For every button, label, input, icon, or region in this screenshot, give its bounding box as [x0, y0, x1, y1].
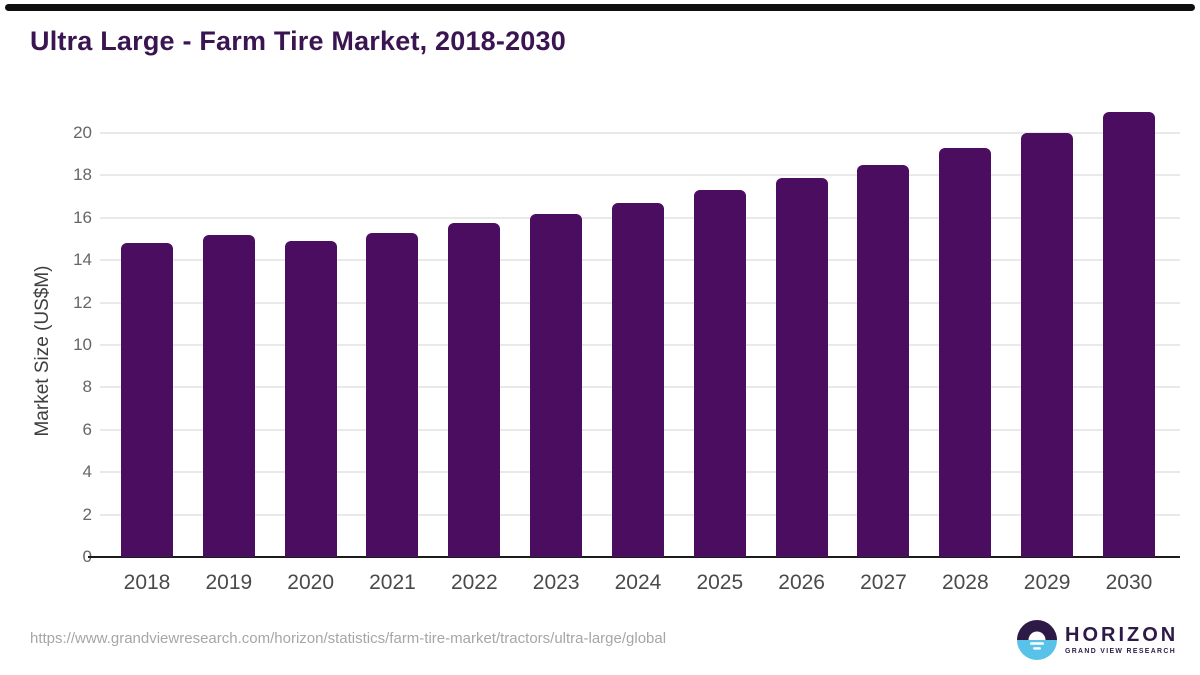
source-url: https://www.grandviewresearch.com/horizo…: [30, 630, 667, 647]
chart-title: Ultra Large - Farm Tire Market, 2018-203…: [30, 26, 566, 56]
x-tick-label: 2021: [369, 571, 416, 594]
plot-area: [88, 105, 1180, 558]
x-tick-label: 2029: [1023, 571, 1071, 594]
bar-2028: [939, 147, 992, 557]
logo-reflection-line-1: [1030, 642, 1044, 645]
x-tick-label: 2027: [860, 571, 907, 594]
bar-2021: [366, 232, 419, 557]
x-tick-label: 2022: [450, 571, 498, 594]
bar-2024: [611, 202, 664, 557]
x-axis-line: [88, 556, 1180, 558]
y-tick-label: 20: [73, 122, 92, 142]
y-tick-label: 10: [73, 334, 92, 354]
x-tick-label: 2018: [123, 571, 171, 594]
logo-sun-dome: [1028, 631, 1046, 640]
gridline: [100, 132, 1180, 134]
bar-2023: [530, 213, 583, 557]
logo-text: HORIZON GRAND VIEW RESEARCH: [1065, 625, 1178, 655]
logo-name: HORIZON: [1065, 624, 1179, 646]
bar-2020: [284, 241, 337, 557]
x-tick-label: 2024: [614, 571, 662, 594]
y-tick-label: 12: [73, 292, 92, 312]
bar-2019: [202, 234, 255, 557]
x-tick-label: 2020: [287, 571, 335, 594]
bar-2025: [693, 190, 746, 557]
y-tick-label: 16: [73, 207, 92, 227]
x-tick-label: 2023: [532, 571, 580, 594]
x-tick-label: 2030: [1105, 571, 1153, 594]
y-tick-label: 0: [0, 546, 92, 568]
x-tick-label: 2026: [778, 571, 825, 594]
logo-reflection-line-2: [1033, 647, 1041, 650]
bar-2027: [857, 164, 910, 557]
y-tick-label: 4: [82, 462, 92, 482]
logo-sky-half: [1017, 620, 1057, 640]
x-tick-label: 2025: [696, 571, 744, 594]
x-axis-tick-labels: 2018 2019 2020 2021 2022 2023 2024 2025 2026 2027…: [100, 571, 1180, 599]
y-tick-label: 8: [82, 377, 92, 397]
top-accent-bar: [5, 4, 1195, 11]
horizon-logo-icon: [1017, 620, 1057, 660]
bar-2029: [1021, 133, 1074, 557]
bar-2030: [1102, 111, 1155, 557]
y-tick-label: 6: [82, 419, 92, 439]
x-tick-label: 2028: [941, 571, 989, 594]
brand-logo: HORIZON GRAND VIEW RESEARCH: [1017, 619, 1178, 661]
y-tick-label: 2: [82, 504, 92, 524]
gridline: [100, 174, 1180, 177]
logo-sea-half: [1017, 640, 1057, 660]
x-tick-label: 2019: [205, 571, 253, 594]
y-tick-label: 18: [73, 165, 92, 185]
bar-2022: [448, 223, 501, 557]
bar-2018: [121, 243, 173, 557]
bar-2026: [775, 177, 828, 557]
y-tick-label: 14: [73, 250, 92, 270]
logo-subtitle: GRAND VIEW RESEARCH: [1065, 648, 1177, 655]
y-axis-tick-labels: 0 2 4 6 8 10 12 14 16 18 20: [0, 105, 92, 566]
